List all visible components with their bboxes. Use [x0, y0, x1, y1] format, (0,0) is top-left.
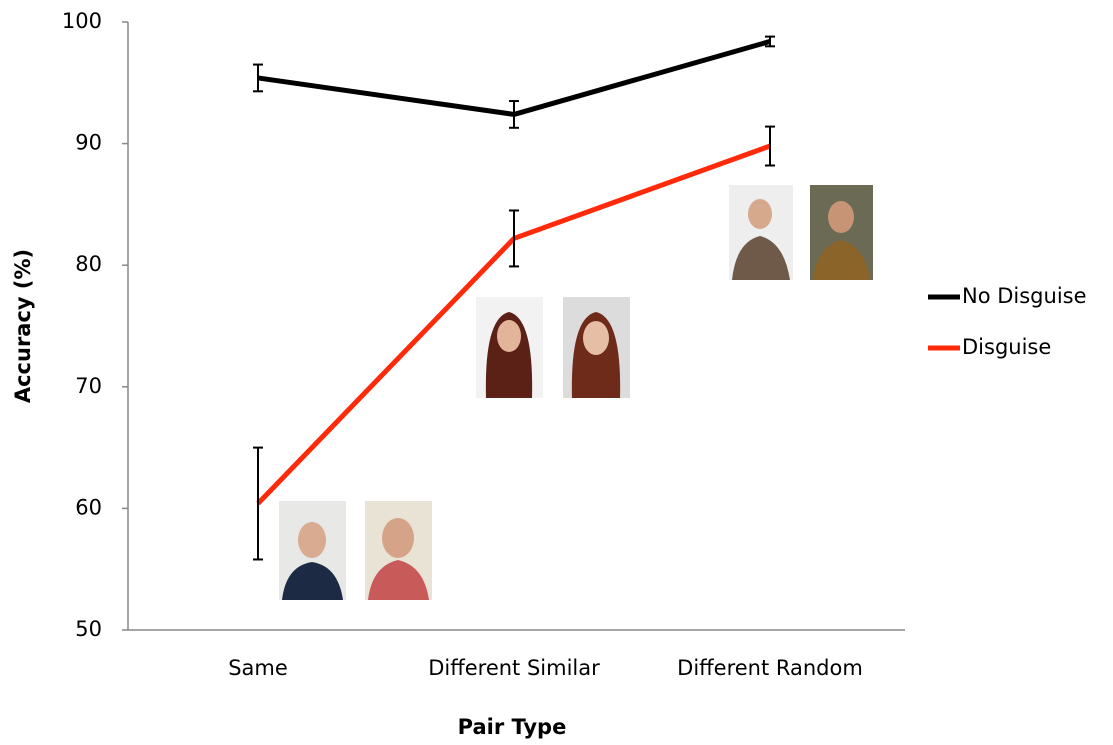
error-bar	[765, 125, 775, 167]
photo-face	[583, 321, 609, 355]
y-tick-label: 70	[75, 374, 102, 398]
photo-face	[298, 522, 326, 558]
photo-pair-similar	[476, 297, 630, 398]
x-axis-label: Pair Type	[458, 715, 567, 739]
photo-body	[813, 240, 870, 280]
photo-pair-random	[729, 185, 873, 280]
error-bar	[253, 446, 263, 561]
y-tick-label: 100	[62, 9, 102, 33]
photo-body	[732, 236, 790, 280]
photo-face	[382, 518, 414, 558]
photo-body	[368, 560, 429, 600]
error-bar	[509, 100, 519, 129]
x-tick-label: Same	[228, 656, 288, 680]
y-tick-label: 90	[75, 131, 102, 155]
legend-label: Disguise	[962, 335, 1051, 359]
legend-label: No Disguise	[962, 284, 1087, 308]
photo-pair-same	[279, 501, 432, 600]
x-tick-label: Different Random	[677, 656, 863, 680]
photo-face	[497, 320, 521, 352]
photos	[279, 185, 873, 600]
y-tick-label: 50	[75, 617, 102, 641]
photo-face	[828, 201, 854, 233]
photo-body	[282, 562, 343, 600]
error-bar	[509, 209, 519, 268]
error-bar	[765, 35, 775, 48]
x-tick-label: Different Similar	[428, 656, 600, 680]
error-bar	[253, 63, 263, 93]
y-axis-label: Accuracy (%)	[11, 249, 35, 403]
photo-face	[748, 199, 772, 229]
y-tick-label: 60	[75, 495, 102, 519]
y-tick-label: 80	[75, 252, 102, 276]
